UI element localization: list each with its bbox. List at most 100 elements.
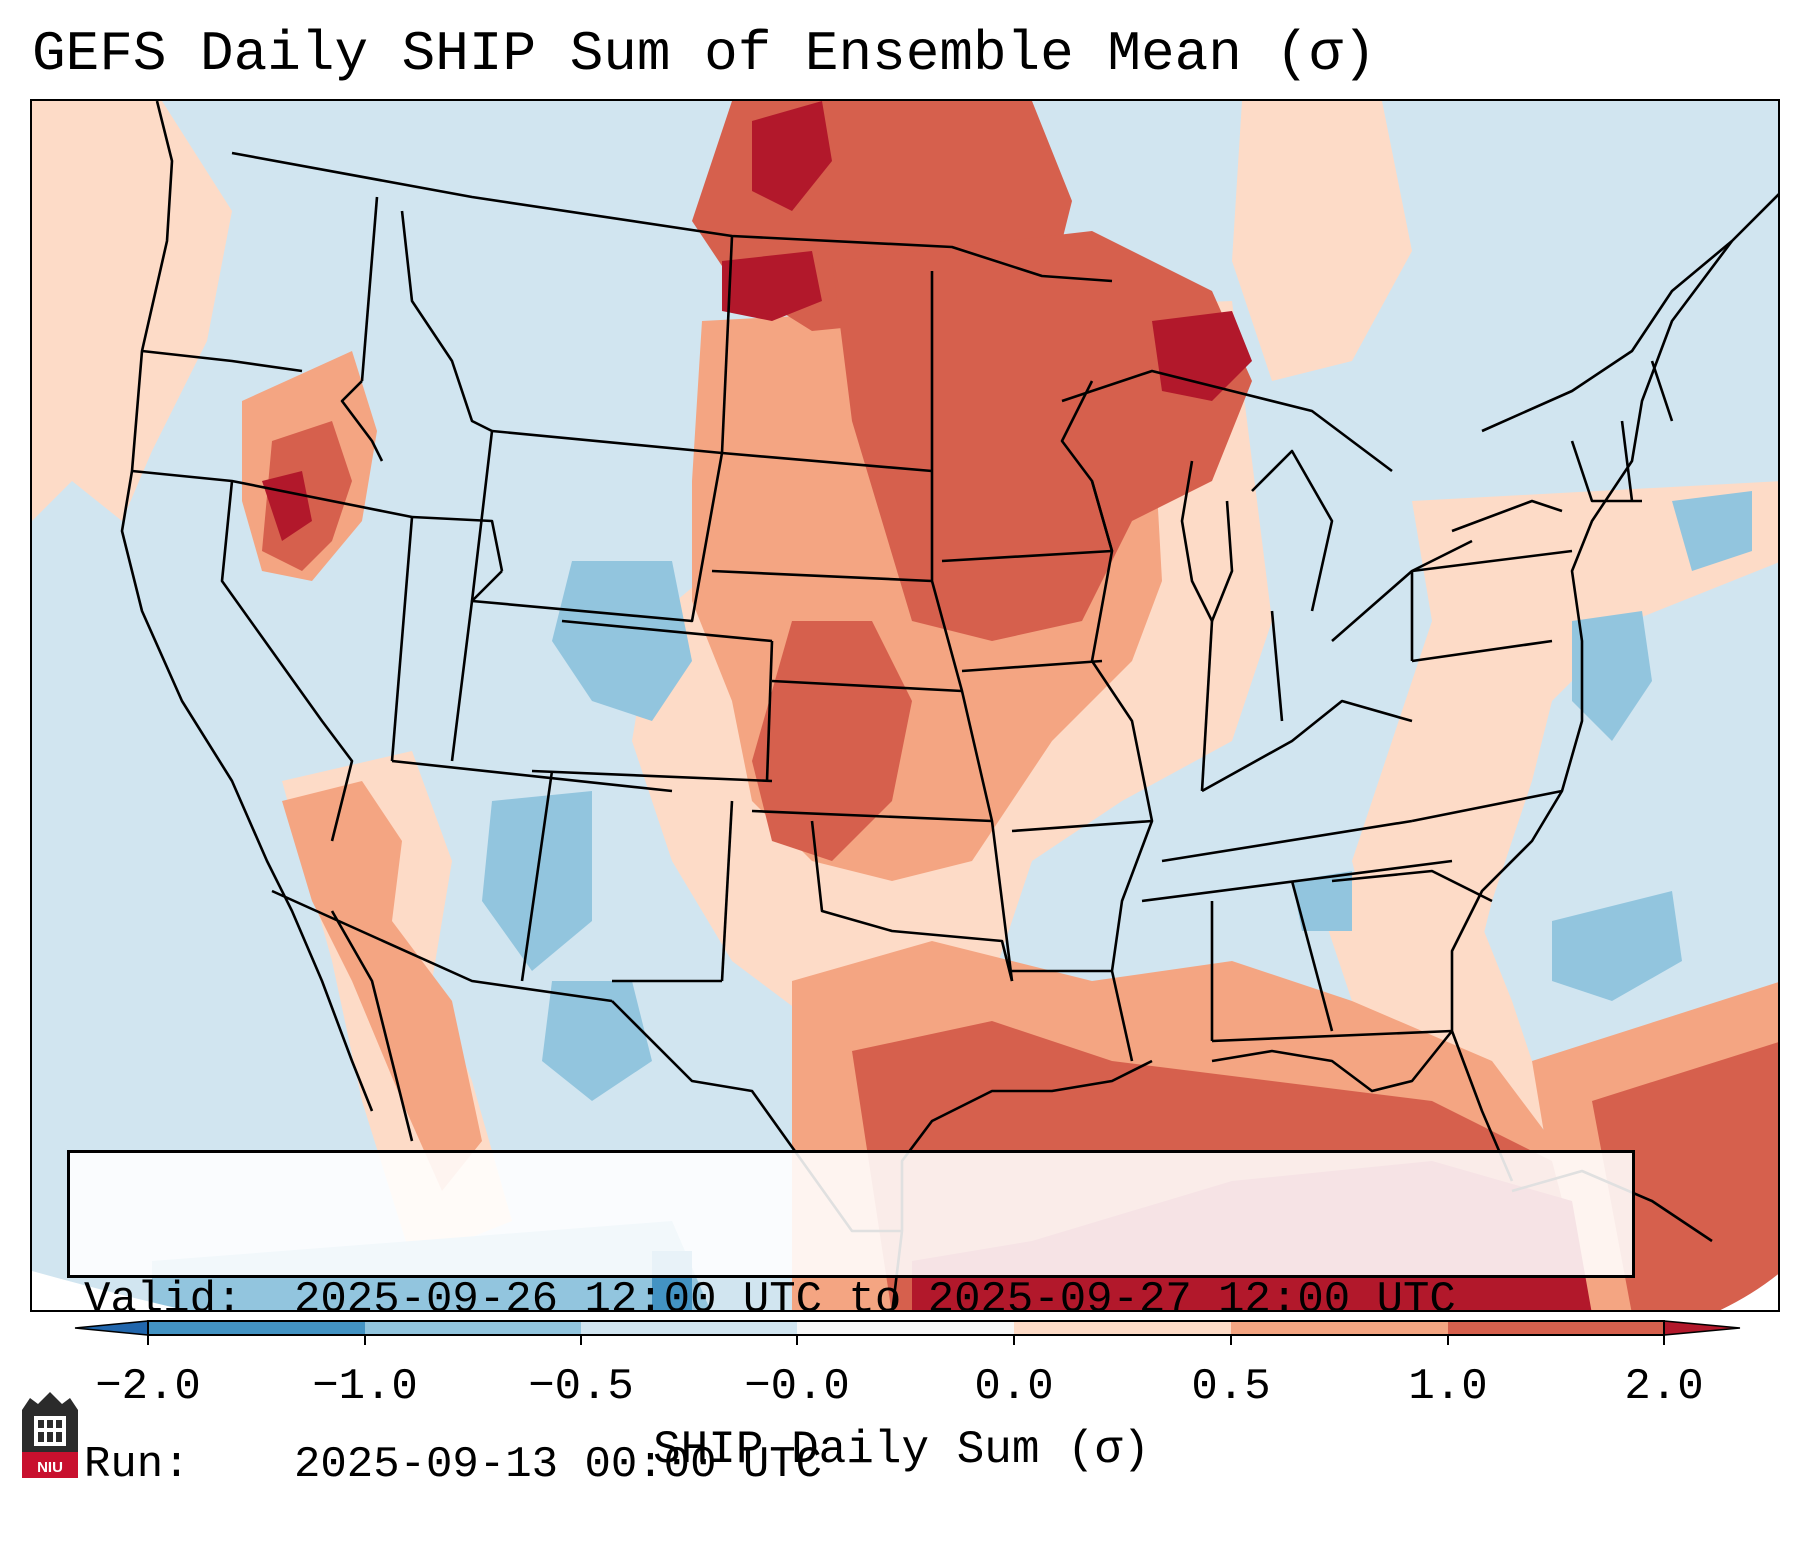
map-svg — [32, 101, 1778, 1310]
coast-lake-michigan — [1180, 460, 1234, 623]
border-sd-ne — [711, 569, 933, 583]
colorbar-tick-label: 2.0 — [1624, 1362, 1704, 1412]
border-co-ks — [765, 640, 774, 782]
map-title: GEFS Daily SHIP Sum of Ensemble Mean (σ) — [32, 22, 1377, 86]
border-ne-ks — [771, 679, 963, 693]
colorbar-segments — [147, 1321, 1665, 1345]
niu-logo-icon — [22, 1392, 78, 1478]
field-darkred-nd2 — [722, 251, 822, 321]
field-light-west-coast — [32, 101, 232, 521]
field-red-caribbean — [1592, 1042, 1778, 1310]
colorbar-tick-label: −0.5 — [528, 1362, 634, 1412]
colorbar-segment — [1448, 1321, 1664, 1335]
border-mt-wy — [491, 429, 723, 455]
run-value: 2025-09-13 00:00 UTC — [294, 1440, 823, 1490]
border-mn-ia — [941, 549, 1113, 563]
border-or-id — [340, 380, 384, 462]
coast-florida-gulf — [1211, 1030, 1454, 1093]
colorbar-tick-label: 1.0 — [1408, 1362, 1488, 1412]
coast-st-lawrence — [1481, 240, 1733, 433]
border-michigan-lp — [1251, 449, 1334, 612]
border-in-oh — [1270, 610, 1284, 722]
border-mississippi — [1090, 480, 1154, 1062]
coast-lake-erie — [1331, 539, 1473, 642]
colorbar-tick-label: −1.0 — [312, 1362, 418, 1412]
border-wa-or — [141, 349, 303, 373]
colorbar-segment — [1231, 1321, 1448, 1335]
colorbar-tick-label: 0.0 — [974, 1362, 1054, 1412]
border-me — [1650, 360, 1674, 422]
colorbar-tick-label: 0.5 — [1191, 1362, 1271, 1412]
ship-field — [32, 101, 1778, 1310]
field-blue-mexico — [542, 981, 652, 1101]
border-ca-nv — [220, 480, 354, 842]
border-sc — [1331, 869, 1493, 903]
valid-line: Valid: 2025-09-26 12:00 UTC to 2025-09-27… — [84, 1273, 1618, 1328]
field-mid-sw — [282, 781, 482, 1191]
colorbar-segment — [797, 1321, 1014, 1335]
border-canada — [231, 151, 1113, 283]
field-blue-atlantic — [1552, 891, 1682, 1001]
coast-baja — [330, 910, 414, 1142]
border-nc-va — [1411, 789, 1563, 823]
info-box: Valid: 2025-09-26 12:00 UTC to 2025-09-27… — [67, 1150, 1635, 1490]
border-oh-ky — [1201, 699, 1413, 793]
off-globe-right — [1720, 1274, 1778, 1310]
field-red-minnesota — [832, 231, 1252, 641]
colorbar-tick-label: −0.0 — [744, 1362, 850, 1412]
colorbar-segment — [365, 1321, 581, 1335]
colorbar-segment — [1014, 1321, 1231, 1335]
off-globe-left — [32, 1271, 185, 1310]
run-line: Run: 2025-09-13 00:00 UTC — [84, 1438, 1618, 1493]
border-al-ga — [1290, 880, 1334, 1032]
niu-logo: NIU — [20, 1390, 80, 1482]
valid-label: Valid: — [84, 1275, 243, 1325]
border-plains-east — [930, 271, 1014, 982]
border-il-in — [1200, 620, 1214, 792]
coast-lake-superior — [1061, 369, 1393, 473]
field-blue-georgia — [1292, 871, 1352, 931]
colorbar-segment — [581, 1321, 797, 1335]
border-wi — [1060, 380, 1114, 552]
border-ks-ok — [751, 809, 993, 823]
border-id-mt — [400, 210, 493, 433]
coast-lake-ontario — [1451, 499, 1563, 533]
border-ut-co — [450, 570, 503, 762]
coast-east — [1450, 193, 1778, 1182]
colorbar-extend-low — [74, 1320, 149, 1336]
colorbar-ticks: −2.0 −1.0 −0.5 −0.0 0.0 0.5 1.0 2.0 — [0, 1362, 1803, 1412]
border-nv-ut — [390, 516, 414, 762]
colorbar-outline — [147, 1320, 1665, 1336]
niu-logo-text: NIU — [37, 1459, 63, 1476]
colorbar-extend-high — [1663, 1320, 1741, 1336]
field-light-northeast — [1232, 101, 1412, 381]
run-label: Run: — [84, 1440, 190, 1490]
border-ok-tx — [810, 820, 1014, 982]
colorbar — [74, 1320, 1741, 1345]
coastline-west — [120, 101, 374, 1112]
valid-value: 2025-09-26 12:00 UTC to 2025-09-27 12:00… — [294, 1275, 1456, 1325]
field-blue-atlantic2 — [1672, 491, 1752, 571]
field-blue-colorado — [552, 561, 692, 721]
border-wy — [470, 430, 724, 623]
border-new-england — [1570, 440, 1642, 503]
border-pa-south — [1411, 639, 1553, 663]
border-id-ut — [411, 515, 504, 572]
border-mt-nd — [720, 235, 734, 454]
border-ga-fl — [1211, 1029, 1453, 1043]
border-wa-id — [360, 196, 379, 382]
border-ny-pa — [1411, 549, 1573, 573]
border-ut-az — [391, 759, 673, 793]
field-blue-virginia — [1572, 611, 1652, 741]
border-nd-sd — [721, 451, 933, 473]
field-darkred-nd — [752, 101, 832, 211]
border-ia-mo — [961, 659, 1103, 673]
map-panel — [30, 99, 1780, 1312]
border-az-nm — [520, 770, 554, 982]
colorbar-label: SHIP Daily Sum (σ) — [653, 1424, 1150, 1476]
border-ky-tn — [1161, 819, 1413, 863]
off-globe-top-right — [1722, 101, 1778, 157]
border-vt-nh — [1620, 420, 1634, 502]
border-tn-south — [1141, 859, 1453, 903]
border-mo-ar — [1011, 819, 1153, 833]
